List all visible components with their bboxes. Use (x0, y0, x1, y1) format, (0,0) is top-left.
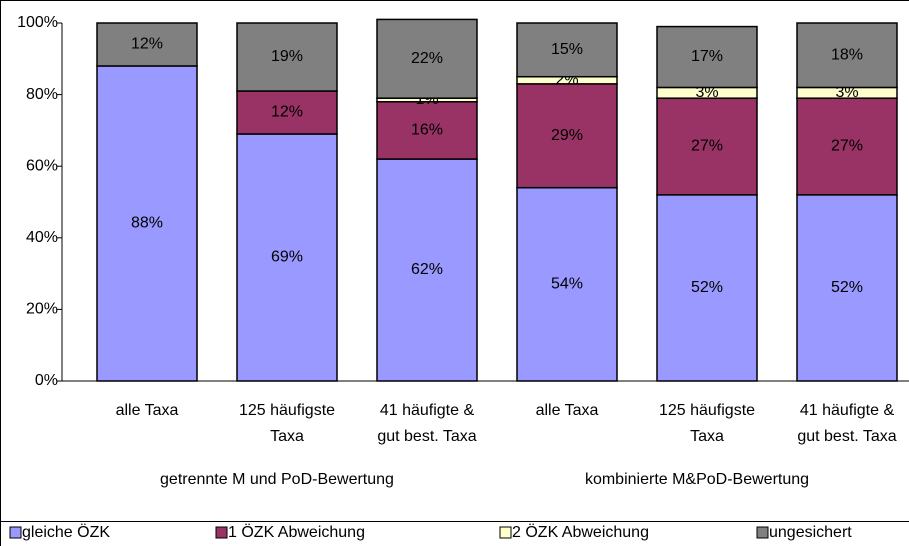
legend-label: ungesichert (769, 524, 852, 541)
data-label: 29% (551, 127, 583, 144)
bar-segment (796, 194, 898, 382)
data-label: 3% (835, 84, 858, 101)
data-label: 52% (831, 279, 863, 296)
data-label: 15% (551, 41, 583, 58)
legend-swatch (9, 526, 22, 539)
y-tick-label: 60% (26, 157, 58, 174)
x-tick-label: 125 häufigste Taxa (659, 402, 755, 445)
legend-label: 1 ÖZK Abweichung (228, 523, 365, 541)
bar-segment (96, 65, 198, 382)
x-tick-label: alle Taxa (116, 402, 179, 419)
y-tick-label: 80% (26, 86, 58, 103)
data-label: 18% (831, 46, 863, 63)
data-label: 54% (551, 276, 583, 293)
data-label: 17% (691, 48, 723, 65)
data-label: 16% (411, 122, 443, 139)
data-label: 27% (691, 138, 723, 155)
bar-segment (376, 18, 478, 99)
bar-segment (656, 194, 758, 382)
data-label: 12% (271, 104, 303, 121)
legend-label: 2 ÖZK Abweichung (512, 523, 649, 541)
data-label: 88% (131, 215, 163, 232)
bar-segment (516, 22, 618, 78)
legend-swatch (756, 526, 769, 539)
y-tick-label: 100% (17, 14, 58, 31)
bar-segment (236, 90, 338, 135)
data-label: 12% (131, 36, 163, 53)
x-tick-label: 41 häufigte & gut best. Taxa (377, 402, 476, 445)
legend-swatch (215, 526, 228, 539)
group-label: getrennte M und PoD-Bewertung (160, 471, 394, 488)
x-tick-label: 125 häufigste Taxa (239, 402, 335, 445)
bar-segment (796, 22, 898, 89)
data-label: 3% (695, 84, 718, 101)
bar-segment (516, 186, 618, 382)
bar-segment (236, 133, 338, 382)
data-label: 27% (831, 138, 863, 155)
y-tick-label: 20% (26, 301, 58, 318)
bar-segment (236, 22, 338, 92)
bar-segment (516, 83, 618, 189)
data-label: 19% (271, 48, 303, 65)
data-label: 62% (411, 261, 443, 278)
legend-swatch (499, 526, 512, 539)
y-tick-label: 40% (26, 229, 58, 246)
data-label: 52% (691, 279, 723, 296)
bar-segment (656, 97, 758, 196)
bar-segment (656, 25, 758, 89)
bar-segment (796, 97, 898, 196)
bar-segment (376, 101, 478, 160)
data-label: 69% (271, 249, 303, 266)
group-label: kombinierte M&PoD-Bewertung (585, 471, 809, 488)
x-tick-label: 41 häufigte & gut best. Taxa (797, 402, 896, 445)
bar-segment (96, 22, 198, 67)
y-tick-label: 0% (35, 372, 58, 389)
x-tick-label: alle Taxa (536, 402, 599, 419)
legend-label: gleiche ÖZK (22, 523, 110, 541)
data-label: 22% (411, 50, 443, 67)
